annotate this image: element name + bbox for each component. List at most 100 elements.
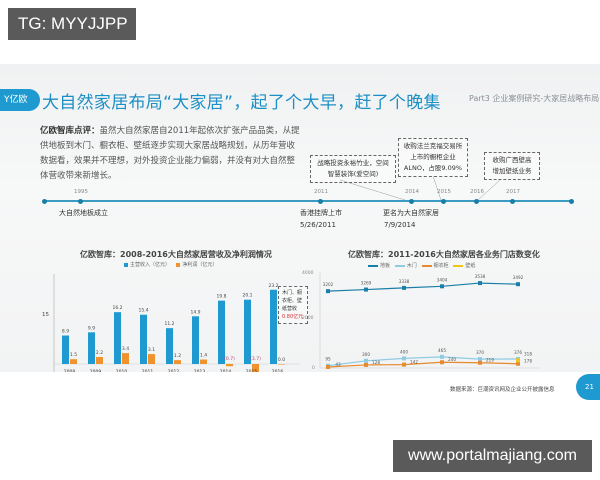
svg-text:15.4: 15.4 [138, 308, 148, 314]
event-date: 5/26/2011 [300, 221, 336, 229]
svg-text:178: 178 [524, 359, 532, 364]
svg-text:2008: 2008 [64, 369, 76, 372]
svg-text:300: 300 [362, 352, 370, 357]
event-label: 大自然地板成立 [59, 209, 108, 217]
timeline-dot [510, 198, 515, 204]
svg-text:2.2: 2.2 [96, 350, 103, 356]
svg-text:14.9: 14.9 [190, 309, 200, 315]
svg-text:3.1: 3.1 [148, 347, 155, 353]
legend-label: 橱衣柜 [433, 263, 449, 269]
legend-swatch [368, 264, 378, 267]
legend-swatch [394, 264, 405, 267]
callout-line: 收购广西壁高 [492, 156, 532, 164]
timeline-dot [42, 198, 47, 204]
callout-2014: 战略投资永裕竹业，空间 智慧装饰(爱空间) [310, 155, 396, 183]
tg-watermark: TG: MYYJJPP [8, 8, 136, 40]
timeline-dot [409, 198, 414, 204]
svg-text:2009: 2009 [90, 369, 102, 372]
svg-text:(0.7): (0.7) [224, 356, 235, 362]
svg-text:0: 0 [312, 365, 315, 371]
svg-text:19.8: 19.8 [216, 294, 226, 300]
svg-text:(3.7): (3.7) [250, 356, 261, 362]
page-number: 21 [576, 374, 600, 400]
svg-text:376: 376 [514, 350, 522, 355]
callout-line: 收购法兰克福交易所 [403, 142, 463, 150]
legend-label: 地板 [380, 263, 391, 269]
annotation-text: 木门、橱衣柜、壁纸营收 [282, 290, 303, 312]
svg-text:400: 400 [400, 349, 408, 354]
comment-label: 亿欧智库点评： [40, 126, 100, 136]
timeline-year: 2014 [405, 189, 419, 195]
svg-text:3338: 3338 [399, 279, 410, 284]
timeline-year: 2011 [314, 189, 328, 195]
legend-label: 主营收入（亿元） [130, 262, 171, 268]
event-date: 7/9/2014 [384, 221, 416, 229]
svg-text:318: 318 [524, 351, 532, 356]
legend-swatch [453, 264, 464, 267]
svg-text:2014: 2014 [220, 369, 232, 372]
chart2-store-counts: 4000 2000 0 3202 3269 3338 3404 3538 3492 95 30… [302, 270, 540, 371]
legend-label: 壁纸 [465, 263, 476, 269]
chart1-legend: 主营收入（亿元） 净利润（亿元） [124, 261, 217, 268]
svg-text:2000: 2000 [302, 315, 314, 321]
timeline-dot [474, 198, 479, 204]
svg-text:3538: 3538 [475, 274, 486, 279]
svg-text:1.2: 1.2 [174, 353, 181, 359]
svg-text:15: 15 [42, 312, 49, 318]
svg-text:2015: 2015 [246, 369, 258, 372]
svg-text:219: 219 [486, 358, 494, 363]
svg-text:2016: 2016 [272, 369, 284, 372]
callout-line: 上市的橱柜企业 [410, 153, 456, 161]
timeline-year: 2017 [506, 189, 520, 195]
yiou-logo: Y亿欧 [0, 89, 40, 111]
svg-text:3202: 3202 [323, 282, 334, 287]
chart1-title: 亿欧智库：2008-2016大自然家居营收及净利润情况 [80, 250, 272, 259]
svg-text:11.2: 11.2 [164, 321, 174, 327]
svg-text:95: 95 [325, 357, 331, 362]
callout-line: ALNO，占股9.09% [403, 164, 463, 172]
svg-text:128: 128 [372, 360, 380, 365]
legend-swatch [176, 262, 181, 267]
svg-text:370: 370 [476, 350, 484, 355]
legend-swatch [421, 264, 432, 267]
slide-title: 大自然家居布局“大家居”，起了个大早，赶了个晚集 [42, 93, 441, 113]
chart2-title: 亿欧智库：2011-2016大自然家居各业务门店数变化 [348, 250, 540, 259]
timeline-year: 1995 [74, 189, 88, 195]
part-label: Part3 企业案例研究-大家居战略布局 [469, 94, 600, 103]
svg-text:2010: 2010 [116, 369, 128, 372]
slide: Y亿欧 大自然家居布局“大家居”，起了个大早，赶了个晚集 Part3 企业案例研… [0, 64, 600, 372]
svg-text:3269: 3269 [361, 281, 372, 286]
site-watermark: www.portalmajiang.com [393, 440, 592, 472]
svg-text:8.9: 8.9 [62, 329, 69, 335]
svg-text:465: 465 [438, 348, 446, 353]
svg-text:2011: 2011 [142, 369, 154, 372]
svg-text:9.9: 9.9 [88, 325, 95, 331]
data-source: 数据来源：巨潮资讯网及企业公开披露信息 [450, 387, 555, 393]
svg-text:23.2: 23.2 [268, 283, 278, 289]
chart1-revenue-profit: 15 -5 8.91.520089.92.2200916.23.4201015.… [42, 274, 300, 372]
chart2-legend: 地板 木门 橱衣柜 壁纸 [368, 262, 475, 269]
callout-line: 智慧装饰(爱空间) [327, 170, 379, 178]
svg-text:43: 43 [335, 362, 341, 367]
legend-label: 净利润（亿元） [182, 262, 218, 268]
timeline-year: 2015 [437, 189, 451, 195]
timeline-dot [441, 198, 446, 204]
timeline-year: 2016 [470, 189, 484, 195]
comment-block: 亿欧智库点评：虽然大自然家居自2011年起依次扩张产品品类，从提供地板到木门、橱… [40, 124, 302, 184]
event-label: 更名为大自然家居 [383, 209, 439, 217]
comment-text: 虽然大自然家居自2011年起依次扩张产品品类，从提供地板到木门、橱衣柜、壁纸逐步… [40, 126, 300, 181]
timeline-axis [44, 200, 572, 202]
svg-text:2013: 2013 [194, 369, 206, 372]
timeline-dot [318, 198, 323, 204]
callout-line: 战略投资永裕竹业，空间 [317, 159, 389, 167]
timeline-dot [78, 198, 83, 204]
chart1-annotation: 木门、橱衣柜、壁纸营收 0.80亿元 [278, 286, 308, 324]
callout-2015: 收购法兰克福交易所 上市的橱柜企业 ALNO，占股9.09% [398, 138, 468, 177]
callout-2016: 收购广西壁高 增加壁纸业务 [484, 152, 540, 180]
annotation-highlight: 0.80亿元 [282, 314, 304, 320]
timeline-dot [569, 198, 574, 204]
svg-text:3404: 3404 [437, 277, 448, 282]
svg-text:0.0: 0.0 [278, 357, 285, 363]
svg-text:1.5: 1.5 [70, 352, 77, 358]
svg-text:3492: 3492 [513, 275, 524, 280]
